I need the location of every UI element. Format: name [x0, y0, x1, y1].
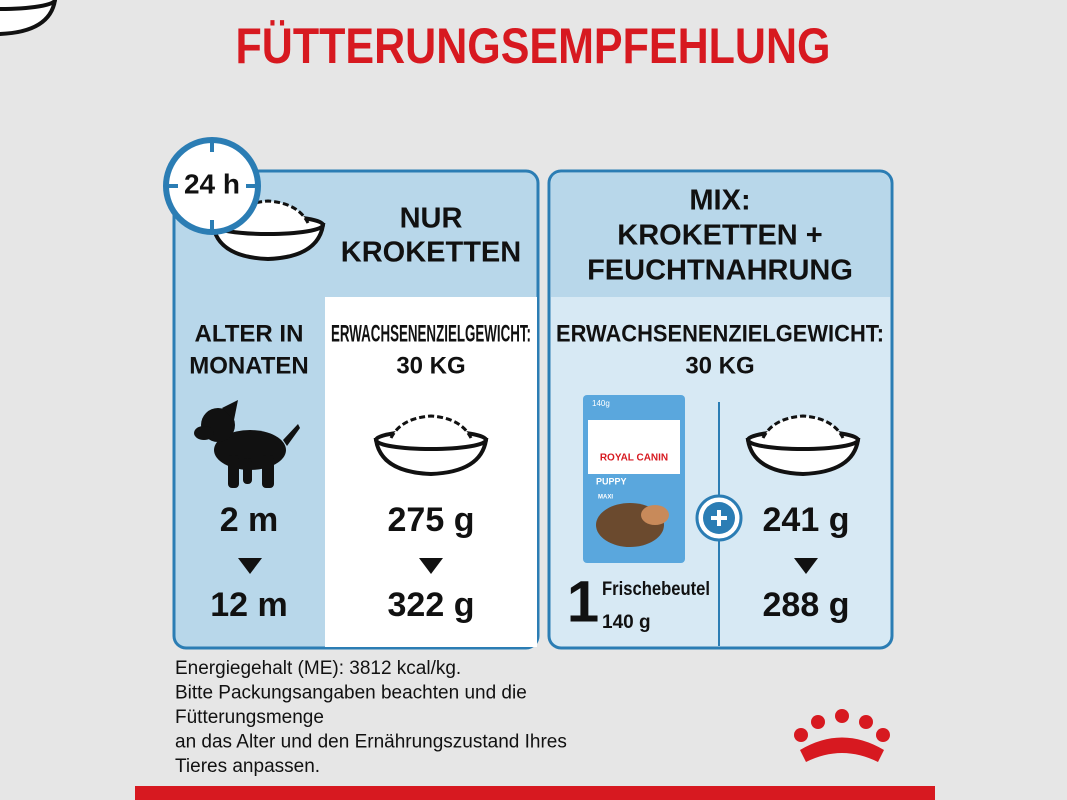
footer-line: Fütterungsmenge [175, 707, 324, 728]
left-panel: NUR KROKETTEN ALTER IN MONATEN ERWACHSEN… [172, 169, 540, 650]
clock-icon: 24 h [163, 137, 261, 235]
footer-line: Tieres anpassen. [175, 756, 320, 777]
age-header: MONATEN [189, 352, 309, 379]
amount-start: 241 g [763, 501, 850, 539]
age-start: 2 m [220, 501, 279, 539]
arrow [238, 558, 262, 574]
pouch-label: Frischebeutel [602, 579, 710, 600]
clock-label: 24 h [184, 168, 240, 199]
pouch: 140g ROYAL CANIN PUPPY MAXI [583, 395, 685, 563]
weight-header: ERWACHSENENZIELGEWICHT: [556, 320, 884, 347]
amount-end: 288 g [763, 586, 850, 624]
bowl-icon [0, 0, 58, 37]
brand-logo [794, 709, 890, 762]
pouch-weight: 140g [592, 399, 610, 408]
heading: KROKETTEN [341, 237, 521, 269]
amount-end: 322 g [388, 586, 475, 624]
footer-line: an das Alter und den Ernährungszustand I… [175, 732, 567, 753]
weight-header: 30 KG [685, 352, 754, 379]
footer-line: Energiegehalt (ME): 3812 kcal/kg. [175, 658, 461, 679]
title: FÜTTERUNGSEMPFEHLUNG [236, 18, 831, 74]
heading: FEUCHTNAHRUNG [587, 255, 853, 287]
footer-line: Bitte Packungsangaben beachten und die [175, 683, 527, 704]
weight-header: 30 KG [396, 352, 465, 379]
heading: NUR [400, 203, 463, 235]
arrow [794, 558, 818, 574]
pouch-brand: ROYAL CANIN [600, 453, 668, 464]
pouch-label: 140 g [602, 612, 651, 633]
right-panel: MIX: KROKETTEN + FEUCHTNAHRUNG ERWACHSEN… [547, 169, 894, 650]
pouch-count: 1 [567, 569, 599, 634]
dog-icon [194, 400, 300, 488]
panel-header [551, 173, 890, 297]
amount-start: 275 g [388, 501, 475, 539]
heading: MIX: [689, 185, 750, 217]
weight-header: ERWACHSENENZIELGEWICHT: [331, 320, 531, 347]
arrow [419, 558, 443, 574]
plus-sign [711, 510, 727, 526]
footer-text: Energiegehalt (ME): 3812 kcal/kg. Bitte P… [175, 658, 567, 777]
brand-bar [135, 786, 935, 800]
heading: KROKETTEN + [617, 220, 822, 252]
age-header: ALTER IN [195, 320, 304, 347]
age-end: 12 m [210, 586, 288, 624]
pouch-variant: PUPPY [596, 476, 627, 486]
pouch-size: MAXI [598, 495, 613, 501]
